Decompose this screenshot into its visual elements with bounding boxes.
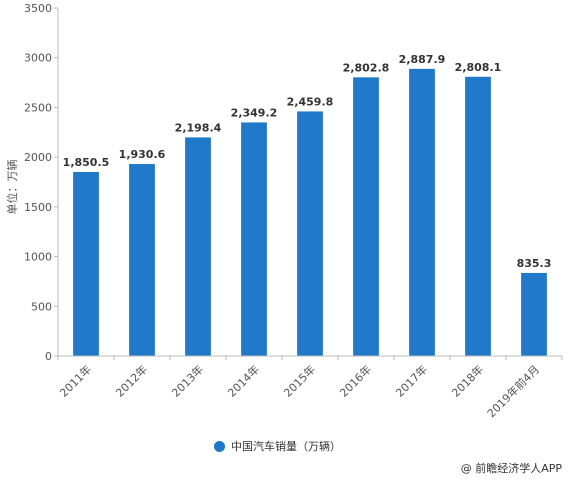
source-credit: @ 前瞻经济学人APP xyxy=(460,462,562,475)
y-tick-label: 3000 xyxy=(24,52,52,65)
x-tick-label: 2017年 xyxy=(393,362,430,399)
x-tick-label: 2014年 xyxy=(225,362,262,399)
x-tick-label: 2018年 xyxy=(449,362,486,399)
y-tick-label: 500 xyxy=(31,300,52,313)
data-label: 835.3 xyxy=(517,257,552,270)
x-tick-label: 2015年 xyxy=(281,362,318,399)
data-label: 2,349.2 xyxy=(231,106,278,119)
data-label: 2,887.9 xyxy=(399,53,446,66)
x-tick-label: 2011年 xyxy=(57,362,94,399)
x-tick-label: 2019年前4月 xyxy=(484,362,542,420)
data-label: 1,930.6 xyxy=(119,148,166,161)
x-axis: 2011年 2012年 2013年 2014年 2015年 2016年 2017年 2018年… xyxy=(57,355,563,420)
y-tick-label: 3500 xyxy=(24,2,52,15)
y-tick-label: 1000 xyxy=(24,251,52,264)
bar xyxy=(353,77,379,357)
data-label: 2,808.1 xyxy=(455,61,502,74)
legend-label: 中国汽车销量（万辆） xyxy=(231,440,341,453)
x-tick-label: 2013年 xyxy=(169,362,206,399)
bar xyxy=(465,76,491,357)
y-tick-label: 1500 xyxy=(24,201,52,214)
bar xyxy=(409,68,435,356)
bar xyxy=(521,272,547,356)
bar xyxy=(297,111,323,356)
bar xyxy=(73,172,99,356)
x-tick-label: 2012年 xyxy=(113,362,150,399)
y-tick-label: 2500 xyxy=(24,101,52,114)
y-axis: 0 500 1000 1500 2000 2500 3000 3500 xyxy=(24,2,59,363)
bar xyxy=(241,122,267,357)
bar xyxy=(129,164,155,356)
data-label: 2,802.8 xyxy=(343,61,390,74)
bar xyxy=(185,137,211,356)
x-tick-label: 2016年 xyxy=(337,362,374,399)
y-axis-label: 单位：万辆 xyxy=(5,160,19,215)
y-tick-label: 0 xyxy=(45,350,52,363)
bars: 1,850.5 1,930.6 2,198.4 2,349.2 2,459.8 2,802… xyxy=(63,53,552,357)
data-label: 1,850.5 xyxy=(63,156,110,169)
data-label: 2,198.4 xyxy=(175,121,222,134)
legend-swatch xyxy=(214,440,225,452)
data-label: 2,459.8 xyxy=(287,95,334,108)
y-tick-label: 2000 xyxy=(24,151,52,164)
legend: 中国汽车销量（万辆） xyxy=(214,437,341,455)
